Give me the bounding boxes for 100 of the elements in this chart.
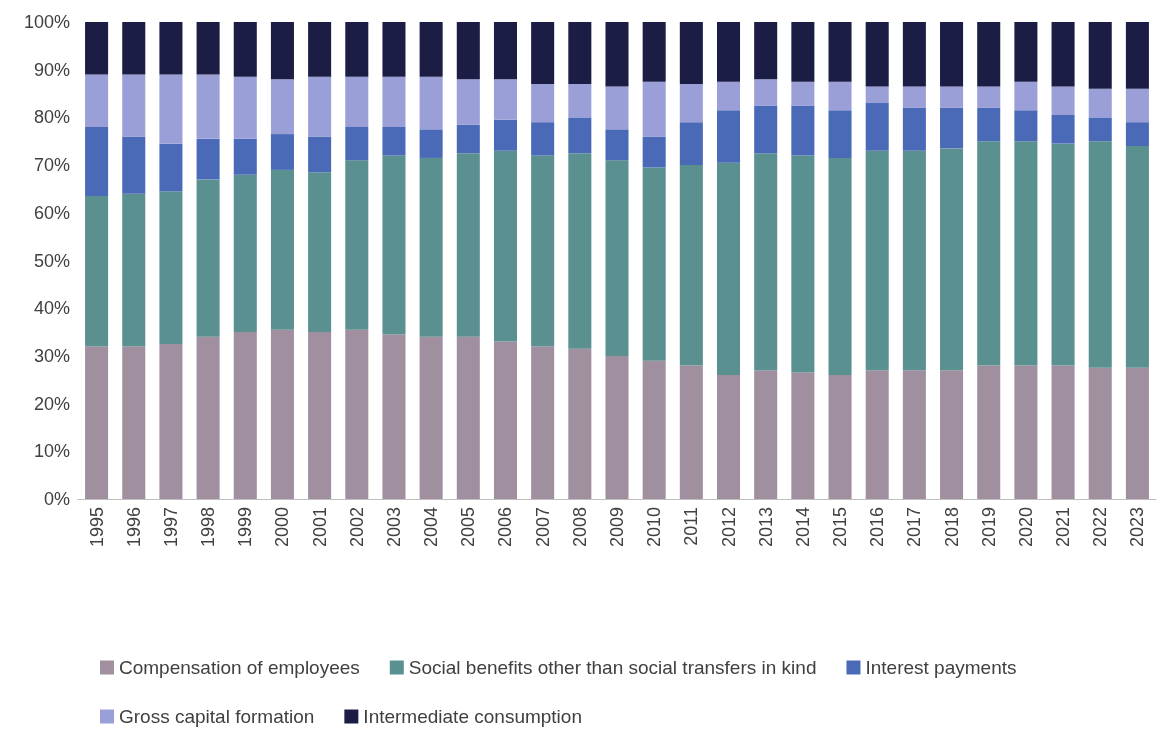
bar	[270, 79, 294, 135]
bar	[1088, 88, 1112, 118]
x-tick-label: 2017	[904, 507, 925, 548]
bar	[902, 86, 926, 108]
bar	[791, 81, 815, 106]
x-tick-label: 2022	[1090, 507, 1111, 548]
x-tick-label: 2008	[569, 507, 590, 548]
bar	[605, 355, 629, 499]
bar	[85, 74, 109, 127]
y-tick-label: 50%	[33, 250, 70, 271]
x-tick-label: 2001	[309, 507, 330, 548]
bar	[977, 107, 1001, 142]
bar	[122, 74, 146, 137]
y-tick-label: 100%	[23, 12, 70, 32]
bar	[679, 165, 703, 366]
bar	[716, 22, 741, 82]
bar	[679, 365, 703, 499]
bar	[456, 153, 480, 337]
bar	[233, 76, 257, 139]
x-tick-label: 2007	[532, 507, 553, 548]
bar	[270, 329, 294, 499]
bar	[940, 107, 964, 149]
bar	[419, 129, 443, 158]
bar	[1014, 110, 1038, 142]
x-tick-label: 2012	[718, 507, 739, 548]
bar	[196, 138, 220, 180]
bar	[270, 134, 294, 170]
x-tick-label: 2013	[755, 507, 776, 548]
y-tick-label: 40%	[33, 298, 70, 319]
bar	[382, 76, 406, 127]
legend-label: Social benefits other than social transfers in kind	[408, 657, 817, 678]
bar	[345, 329, 369, 499]
bar	[940, 86, 964, 108]
bar	[642, 167, 666, 361]
bar	[493, 150, 518, 342]
bar	[754, 153, 778, 371]
bar	[1088, 141, 1112, 368]
y-tick-label: 90%	[33, 59, 70, 80]
bar	[1125, 367, 1149, 499]
bar	[419, 22, 443, 77]
bar	[716, 162, 741, 375]
bar	[902, 22, 926, 87]
y-tick-label: 0%	[43, 489, 70, 509]
bar	[308, 22, 332, 77]
bar	[1014, 141, 1038, 366]
bar	[1014, 81, 1038, 111]
bar	[679, 22, 703, 85]
bar	[196, 179, 220, 337]
bar	[791, 155, 815, 373]
bar	[382, 126, 406, 156]
legend-label: Compensation of employees	[119, 657, 360, 678]
x-tick-label: 2021	[1053, 507, 1074, 548]
bar	[1051, 115, 1075, 144]
bar	[493, 119, 518, 151]
bar	[865, 22, 889, 87]
bar	[85, 346, 109, 499]
x-tick-label: 2020	[1015, 507, 1036, 548]
bar	[308, 136, 332, 173]
bar	[531, 155, 555, 347]
x-tick-label: 2005	[458, 507, 479, 548]
bar	[568, 153, 592, 349]
bar	[456, 22, 480, 80]
bar	[419, 336, 443, 499]
bar	[865, 103, 889, 151]
x-tick-label: 2006	[495, 507, 516, 548]
bar	[642, 360, 666, 499]
bar	[196, 74, 220, 139]
bar	[122, 346, 146, 499]
bar	[977, 86, 1001, 108]
y-tick-label: 10%	[33, 441, 70, 462]
bar	[568, 348, 592, 499]
bar	[382, 334, 406, 499]
bar	[940, 370, 964, 499]
bar	[679, 84, 703, 123]
bar	[345, 76, 369, 127]
bar	[1051, 86, 1075, 116]
bar	[531, 122, 555, 156]
bar	[902, 150, 926, 371]
legend-label: Intermediate consumption	[363, 706, 582, 727]
bar	[1014, 365, 1038, 499]
bar	[642, 81, 666, 137]
bar	[865, 150, 889, 371]
bar	[531, 22, 555, 85]
bar	[716, 110, 741, 163]
bar	[568, 117, 592, 154]
bar	[754, 105, 778, 154]
x-tick-label: 2016	[867, 507, 888, 548]
bar	[270, 22, 294, 80]
y-tick-label: 20%	[33, 393, 70, 414]
bar	[493, 22, 518, 80]
bar	[828, 110, 852, 158]
bar	[493, 79, 518, 120]
bar	[382, 22, 406, 77]
bar	[679, 122, 703, 166]
bar	[233, 138, 257, 175]
bar	[159, 22, 183, 75]
bar	[493, 341, 518, 499]
bar	[865, 370, 889, 499]
bar	[605, 86, 629, 130]
bar	[865, 86, 889, 104]
